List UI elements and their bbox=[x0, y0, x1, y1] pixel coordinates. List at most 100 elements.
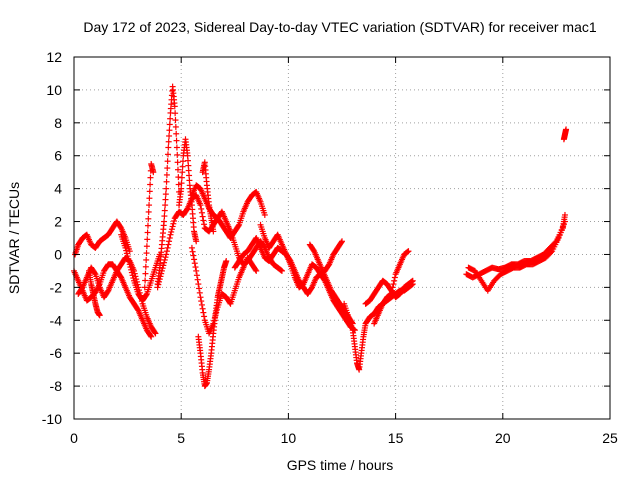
data-point bbox=[161, 207, 168, 214]
data-point bbox=[123, 250, 130, 257]
data-point bbox=[391, 277, 398, 284]
data-point bbox=[559, 224, 566, 231]
data-point bbox=[144, 229, 151, 236]
data-point bbox=[146, 195, 153, 202]
data-point bbox=[252, 266, 259, 273]
data-point bbox=[171, 103, 178, 110]
data-point bbox=[142, 270, 149, 277]
data-point bbox=[142, 277, 149, 284]
data-point bbox=[152, 330, 159, 337]
data-point bbox=[188, 244, 195, 251]
data-point bbox=[210, 320, 217, 327]
data-point bbox=[193, 267, 200, 274]
data-point bbox=[169, 223, 176, 230]
data-point bbox=[170, 220, 177, 227]
data-point bbox=[144, 236, 151, 243]
y-tick-label: 0 bbox=[54, 246, 62, 262]
data-point bbox=[200, 217, 207, 224]
data-point bbox=[145, 208, 152, 215]
data-point bbox=[91, 270, 98, 277]
data-point bbox=[143, 243, 150, 250]
data-point bbox=[174, 166, 181, 173]
data-point bbox=[197, 202, 204, 209]
data-point bbox=[128, 269, 135, 276]
data-point bbox=[147, 181, 154, 188]
data-point bbox=[163, 185, 170, 192]
data-point bbox=[174, 151, 181, 158]
data-point bbox=[390, 281, 397, 288]
data-point bbox=[163, 178, 170, 185]
data-point bbox=[174, 159, 181, 166]
data-point bbox=[389, 287, 396, 294]
data-point bbox=[143, 250, 150, 257]
x-tick-label: 20 bbox=[495, 430, 511, 446]
data-point bbox=[557, 229, 564, 236]
y-axis-label: SDTVAR / TECUs bbox=[6, 182, 22, 294]
data-point bbox=[147, 332, 154, 339]
data-point bbox=[179, 158, 186, 165]
data-point bbox=[158, 267, 165, 274]
data-point bbox=[143, 256, 150, 263]
data-point bbox=[159, 265, 166, 272]
data-point bbox=[129, 272, 136, 279]
data-points bbox=[71, 83, 570, 390]
data-point bbox=[172, 123, 179, 130]
data-point bbox=[160, 262, 167, 269]
x-tick-label: 15 bbox=[388, 430, 404, 446]
data-point bbox=[123, 247, 130, 254]
data-point bbox=[193, 272, 200, 279]
data-point bbox=[212, 312, 219, 319]
data-point bbox=[156, 278, 163, 285]
data-point bbox=[171, 217, 178, 224]
data-point bbox=[409, 277, 416, 284]
data-point bbox=[166, 238, 173, 245]
data-point bbox=[164, 158, 171, 165]
data-point bbox=[126, 261, 133, 268]
data-point bbox=[211, 315, 218, 322]
data-point bbox=[173, 137, 180, 144]
data-point bbox=[561, 211, 568, 218]
data-point bbox=[172, 117, 179, 124]
data-point bbox=[198, 298, 205, 305]
data-point bbox=[193, 238, 200, 245]
data-point bbox=[164, 165, 171, 172]
data-point bbox=[191, 256, 198, 263]
data-point bbox=[158, 270, 165, 277]
data-point bbox=[165, 241, 172, 248]
data-point bbox=[166, 235, 173, 241]
data-point bbox=[164, 151, 171, 158]
x-tick-label: 5 bbox=[177, 430, 185, 446]
data-point bbox=[558, 226, 565, 233]
data-point bbox=[126, 258, 133, 265]
data-point bbox=[161, 213, 168, 220]
data-point bbox=[162, 191, 169, 198]
data-point bbox=[191, 260, 198, 267]
x-tick-label: 25 bbox=[602, 430, 618, 446]
data-point bbox=[167, 231, 174, 238]
data-point bbox=[196, 289, 203, 296]
axis-ticks: 0 5 10 15 20 25 -10 -8 -6 -4 -2 0 2 4 6 8 10 12 bbox=[42, 49, 618, 446]
x-tick-label: 10 bbox=[281, 430, 297, 446]
data-point bbox=[168, 228, 175, 235]
y-tick-label: 4 bbox=[54, 181, 62, 197]
data-point bbox=[141, 284, 148, 291]
data-point bbox=[122, 244, 129, 251]
data-point bbox=[155, 281, 162, 288]
data-point bbox=[338, 239, 345, 246]
y-tick-label: -6 bbox=[50, 345, 63, 361]
data-point bbox=[162, 202, 169, 209]
data-point bbox=[165, 138, 172, 145]
y-tick-label: 6 bbox=[54, 148, 62, 164]
data-point bbox=[167, 115, 174, 122]
data-point bbox=[548, 249, 555, 256]
data-point bbox=[563, 126, 570, 133]
data-point bbox=[161, 218, 168, 225]
data-point bbox=[389, 284, 396, 291]
data-point bbox=[165, 144, 172, 151]
data-point bbox=[198, 209, 205, 216]
y-tick-label: -4 bbox=[50, 312, 63, 328]
data-point bbox=[235, 222, 242, 229]
data-point bbox=[163, 248, 170, 255]
data-point bbox=[198, 205, 205, 212]
data-point bbox=[145, 215, 152, 222]
